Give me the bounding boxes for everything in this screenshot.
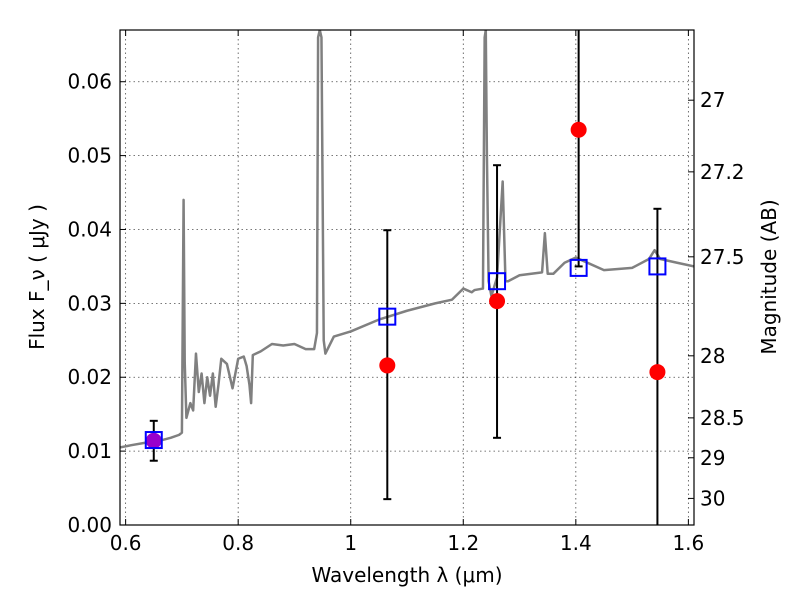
model-square [488,272,507,291]
x-tick-label: 1.2 [447,531,479,555]
y-axis-title: Flux F_ν ( μJy ) [25,204,49,350]
observed-point [379,357,396,374]
y2-tick-label: 27.5 [700,245,745,269]
x-axis-title: Wavelength λ (μm) [311,563,502,587]
y-tick-label: 0.02 [67,365,112,389]
x-tick-label: 1.4 [560,531,592,555]
y-tick-label: 0.00 [67,513,112,537]
x-tick-label: 1 [344,531,357,555]
plot-frame [119,29,695,526]
observed-point [145,432,162,449]
y2-tick-label: 28.5 [700,406,745,430]
observed-point [570,121,587,138]
y2-tick-label: 27.2 [700,160,745,184]
observed-point [649,364,666,381]
model-square [378,307,397,326]
y2-tick-label: 27 [700,88,725,112]
x-tick-label: 0.8 [222,531,254,555]
y2-axis-title: Magnitude (AB) [757,199,781,354]
y-tick-label: 0.06 [67,70,112,94]
y-tick-label: 0.05 [67,144,112,168]
y2-tick-label: 30 [700,486,725,510]
spectrum-line [120,30,694,449]
axis-layer: 0.6 0.8 1 1.2 1.4 1.6 0.00 0.01 0.02 0.03 0.04 0.05… [67,30,745,555]
plot-layer [120,30,694,525]
observed-point [489,293,506,310]
y2-tick-label: 28 [700,344,725,368]
model-square [648,257,667,276]
model-square [569,258,588,277]
model-square [144,431,163,450]
y-tick-label: 0.01 [67,439,112,463]
y2-tick-label: 29 [700,446,725,470]
y-tick-label: 0.03 [67,291,112,315]
grid-layer [120,30,694,526]
x-tick-label: 0.6 [110,531,142,555]
x-tick-label: 1.6 [672,531,704,555]
y-tick-label: 0.04 [67,217,112,241]
